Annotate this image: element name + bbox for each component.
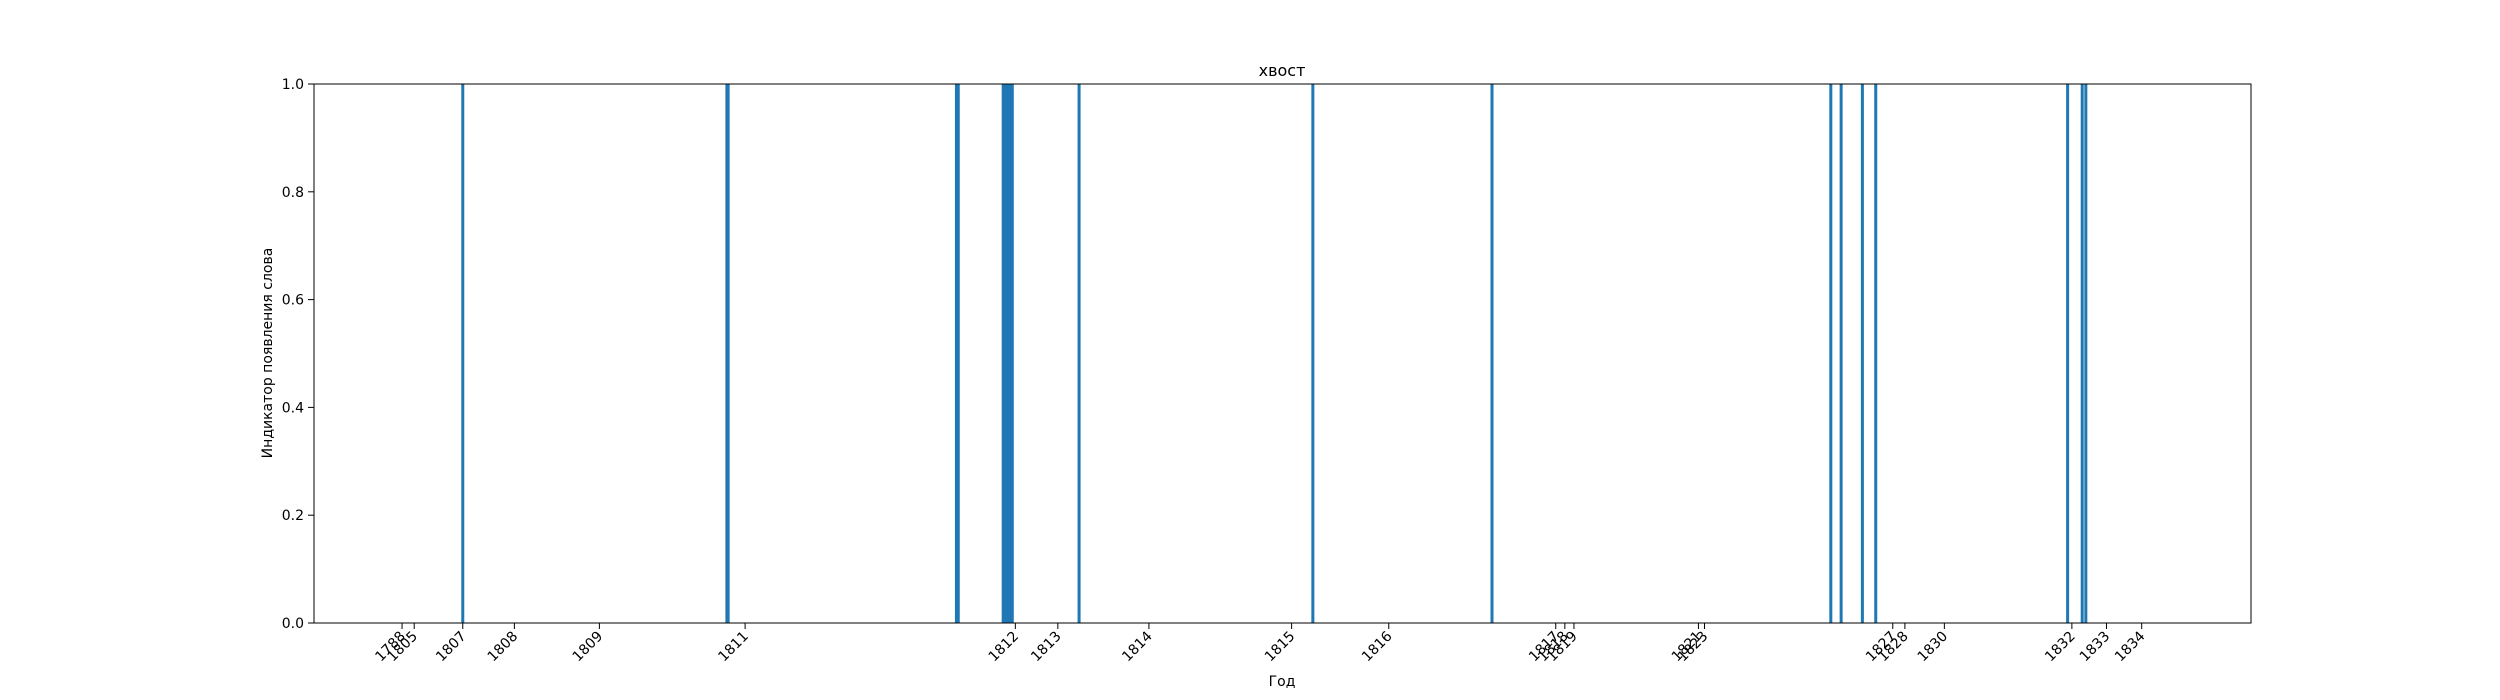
bar xyxy=(956,84,960,623)
y-tick-label: 0.4 xyxy=(282,400,304,416)
x-tick-label: 1832 xyxy=(2042,629,2079,666)
bar xyxy=(2080,84,2084,623)
bars xyxy=(461,84,2088,623)
bar xyxy=(726,84,730,623)
y-tick-label: 0.0 xyxy=(282,616,304,632)
plot-frame xyxy=(313,83,2252,624)
bar xyxy=(1311,84,1315,623)
y-tick-label: 0.2 xyxy=(282,508,304,524)
x-tick-label: 1813 xyxy=(1028,629,1065,666)
x-tick-label: 1815 xyxy=(1262,629,1299,666)
bar xyxy=(1007,84,1011,623)
y-tick-label: 1.0 xyxy=(282,77,304,93)
x-tick-label: 1809 xyxy=(570,629,607,666)
bar xyxy=(1490,84,1494,623)
bar xyxy=(1003,84,1007,623)
bar xyxy=(1005,84,1009,623)
x-tick-label: 1814 xyxy=(1119,628,1156,665)
x-tick-label: 1811 xyxy=(715,629,752,666)
bar xyxy=(2084,84,2088,623)
bar xyxy=(1008,84,1012,623)
bar xyxy=(461,84,465,623)
y-tick-label: 0.6 xyxy=(282,293,304,309)
y-axis: 0.0 0.2 0.4 0.6 0.8 1.0 xyxy=(282,77,314,632)
bar xyxy=(1077,84,1081,623)
x-tick-label: 1830 xyxy=(1915,629,1952,666)
x-tick-label: 1833 xyxy=(2077,629,2114,666)
bar xyxy=(1874,84,1878,623)
y-axis-label: Индикатор появления слова xyxy=(260,248,276,459)
bar xyxy=(1001,84,1005,623)
x-tick-label: 1834 xyxy=(2112,628,2149,665)
x-tick-label: 1816 xyxy=(1359,628,1396,665)
x-tick-label: 1808 xyxy=(485,629,522,666)
bar xyxy=(1839,84,1843,623)
bar xyxy=(2066,84,2070,623)
bar xyxy=(954,84,958,623)
chart-title: хвост xyxy=(1259,61,1306,80)
bar xyxy=(1860,84,1864,623)
x-tick-label: 1807 xyxy=(433,629,470,666)
bar xyxy=(1010,84,1014,623)
x-axis-label: Год xyxy=(1269,674,1296,690)
bar xyxy=(1829,84,1833,623)
x-tick-label: 1812 xyxy=(986,629,1023,666)
y-tick-label: 0.8 xyxy=(282,185,304,201)
